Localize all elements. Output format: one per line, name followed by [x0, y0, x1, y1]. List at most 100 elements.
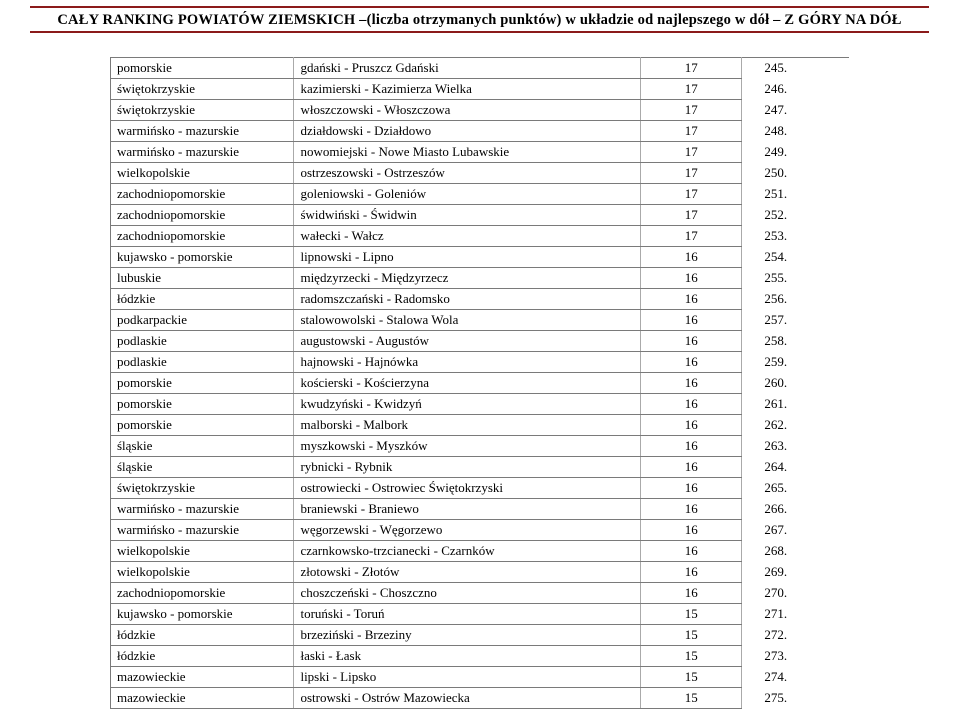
table-row: warmińsko - mazurskiebraniewski - Branie… [111, 499, 850, 520]
cell-rank: 271. [742, 604, 849, 625]
cell-district: kwudzyński - Kwidzyń [294, 394, 641, 415]
table-row: świętokrzyskiewłoszczowski - Włoszczowa1… [111, 100, 850, 121]
cell-points: 16 [641, 247, 742, 268]
table-row: śląskierybnicki - Rybnik16264. [111, 457, 850, 478]
cell-region: pomorskie [111, 58, 294, 79]
cell-region: warmińsko - mazurskie [111, 520, 294, 541]
cell-rank: 245. [742, 58, 849, 79]
cell-points: 16 [641, 373, 742, 394]
cell-rank: 261. [742, 394, 849, 415]
table-row: pomorskiegdański - Pruszcz Gdański17245. [111, 58, 850, 79]
cell-points: 17 [641, 142, 742, 163]
cell-region: warmińsko - mazurskie [111, 121, 294, 142]
table-row: pomorskiemalborski - Malbork16262. [111, 415, 850, 436]
cell-region: wielkopolskie [111, 562, 294, 583]
cell-points: 16 [641, 352, 742, 373]
cell-points: 16 [641, 583, 742, 604]
cell-region: łódzkie [111, 646, 294, 667]
cell-district: złotowski - Złotów [294, 562, 641, 583]
cell-rank: 256. [742, 289, 849, 310]
table-row: warmińsko - mazurskiedziałdowski - Dział… [111, 121, 850, 142]
table-row: kujawsko - pomorskietoruński - Toruń1527… [111, 604, 850, 625]
cell-points: 16 [641, 331, 742, 352]
cell-region: mazowieckie [111, 688, 294, 709]
cell-points: 15 [641, 667, 742, 688]
cell-region: wielkopolskie [111, 163, 294, 184]
cell-rank: 247. [742, 100, 849, 121]
cell-rank: 250. [742, 163, 849, 184]
cell-district: malborski - Malbork [294, 415, 641, 436]
cell-rank: 270. [742, 583, 849, 604]
table-row: wielkopolskiezłotowski - Złotów16269. [111, 562, 850, 583]
cell-district: ostrowski - Ostrów Mazowiecka [294, 688, 641, 709]
cell-district: nowomiejski - Nowe Miasto Lubawskie [294, 142, 641, 163]
cell-district: stalowowolski - Stalowa Wola [294, 310, 641, 331]
cell-district: lipnowski - Lipno [294, 247, 641, 268]
cell-rank: 254. [742, 247, 849, 268]
ranking-table: pomorskiegdański - Pruszcz Gdański17245.… [110, 57, 849, 709]
cell-rank: 273. [742, 646, 849, 667]
cell-region: warmińsko - mazurskie [111, 499, 294, 520]
table-row: podlaskieaugustowski - Augustów16258. [111, 331, 850, 352]
cell-rank: 257. [742, 310, 849, 331]
cell-district: lipski - Lipsko [294, 667, 641, 688]
cell-points: 15 [641, 604, 742, 625]
cell-rank: 264. [742, 457, 849, 478]
cell-region: łódzkie [111, 625, 294, 646]
cell-points: 16 [641, 394, 742, 415]
cell-region: lubuskie [111, 268, 294, 289]
cell-region: podkarpackie [111, 310, 294, 331]
cell-rank: 274. [742, 667, 849, 688]
cell-points: 16 [641, 520, 742, 541]
cell-region: zachodniopomorskie [111, 583, 294, 604]
cell-district: działdowski - Działdowo [294, 121, 641, 142]
cell-region: pomorskie [111, 394, 294, 415]
cell-district: choszczeński - Choszczno [294, 583, 641, 604]
cell-district: radomszczański - Radomsko [294, 289, 641, 310]
table-row: warmińsko - mazurskienowomiejski - Nowe … [111, 142, 850, 163]
cell-points: 17 [641, 184, 742, 205]
cell-rank: 258. [742, 331, 849, 352]
cell-district: braniewski - Braniewo [294, 499, 641, 520]
cell-district: międzyrzecki - Międzyrzecz [294, 268, 641, 289]
cell-points: 16 [641, 562, 742, 583]
table-row: wielkopolskieczarnkowsko-trzcianecki - C… [111, 541, 850, 562]
cell-rank: 252. [742, 205, 849, 226]
table-row: podkarpackiestalowowolski - Stalowa Wola… [111, 310, 850, 331]
cell-rank: 248. [742, 121, 849, 142]
cell-district: ostrowiecki - Ostrowiec Świętokrzyski [294, 478, 641, 499]
table-row: lubuskiemiędzyrzecki - Międzyrzecz16255. [111, 268, 850, 289]
cell-rank: 267. [742, 520, 849, 541]
cell-region: mazowieckie [111, 667, 294, 688]
cell-points: 15 [641, 688, 742, 709]
cell-points: 16 [641, 268, 742, 289]
cell-points: 17 [641, 163, 742, 184]
cell-rank: 251. [742, 184, 849, 205]
cell-district: świdwiński - Świdwin [294, 205, 641, 226]
cell-region: śląskie [111, 457, 294, 478]
table-row: mazowieckieostrowski - Ostrów Mazowiecka… [111, 688, 850, 709]
cell-district: toruński - Toruń [294, 604, 641, 625]
cell-region: podlaskie [111, 331, 294, 352]
table-row: podlaskiehajnowski - Hajnówka16259. [111, 352, 850, 373]
cell-points: 17 [641, 121, 742, 142]
cell-district: kościerski - Kościerzyna [294, 373, 641, 394]
cell-points: 15 [641, 625, 742, 646]
cell-rank: 246. [742, 79, 849, 100]
cell-rank: 262. [742, 415, 849, 436]
cell-region: pomorskie [111, 373, 294, 394]
cell-district: brzeziński - Brzeziny [294, 625, 641, 646]
cell-rank: 260. [742, 373, 849, 394]
header-rule-bottom [30, 31, 929, 33]
cell-points: 17 [641, 205, 742, 226]
cell-region: świętokrzyskie [111, 100, 294, 121]
table-row: śląskiemyszkowski - Myszków16263. [111, 436, 850, 457]
cell-district: węgorzewski - Węgorzewo [294, 520, 641, 541]
header-rule-top [30, 6, 929, 8]
cell-district: gdański - Pruszcz Gdański [294, 58, 641, 79]
cell-points: 16 [641, 310, 742, 331]
cell-points: 15 [641, 646, 742, 667]
table-row: świętokrzyskieostrowiecki - Ostrowiec Św… [111, 478, 850, 499]
table-row: warmińsko - mazurskiewęgorzewski - Węgor… [111, 520, 850, 541]
table-row: zachodniopomorskiewałecki - Wałcz17253. [111, 226, 850, 247]
